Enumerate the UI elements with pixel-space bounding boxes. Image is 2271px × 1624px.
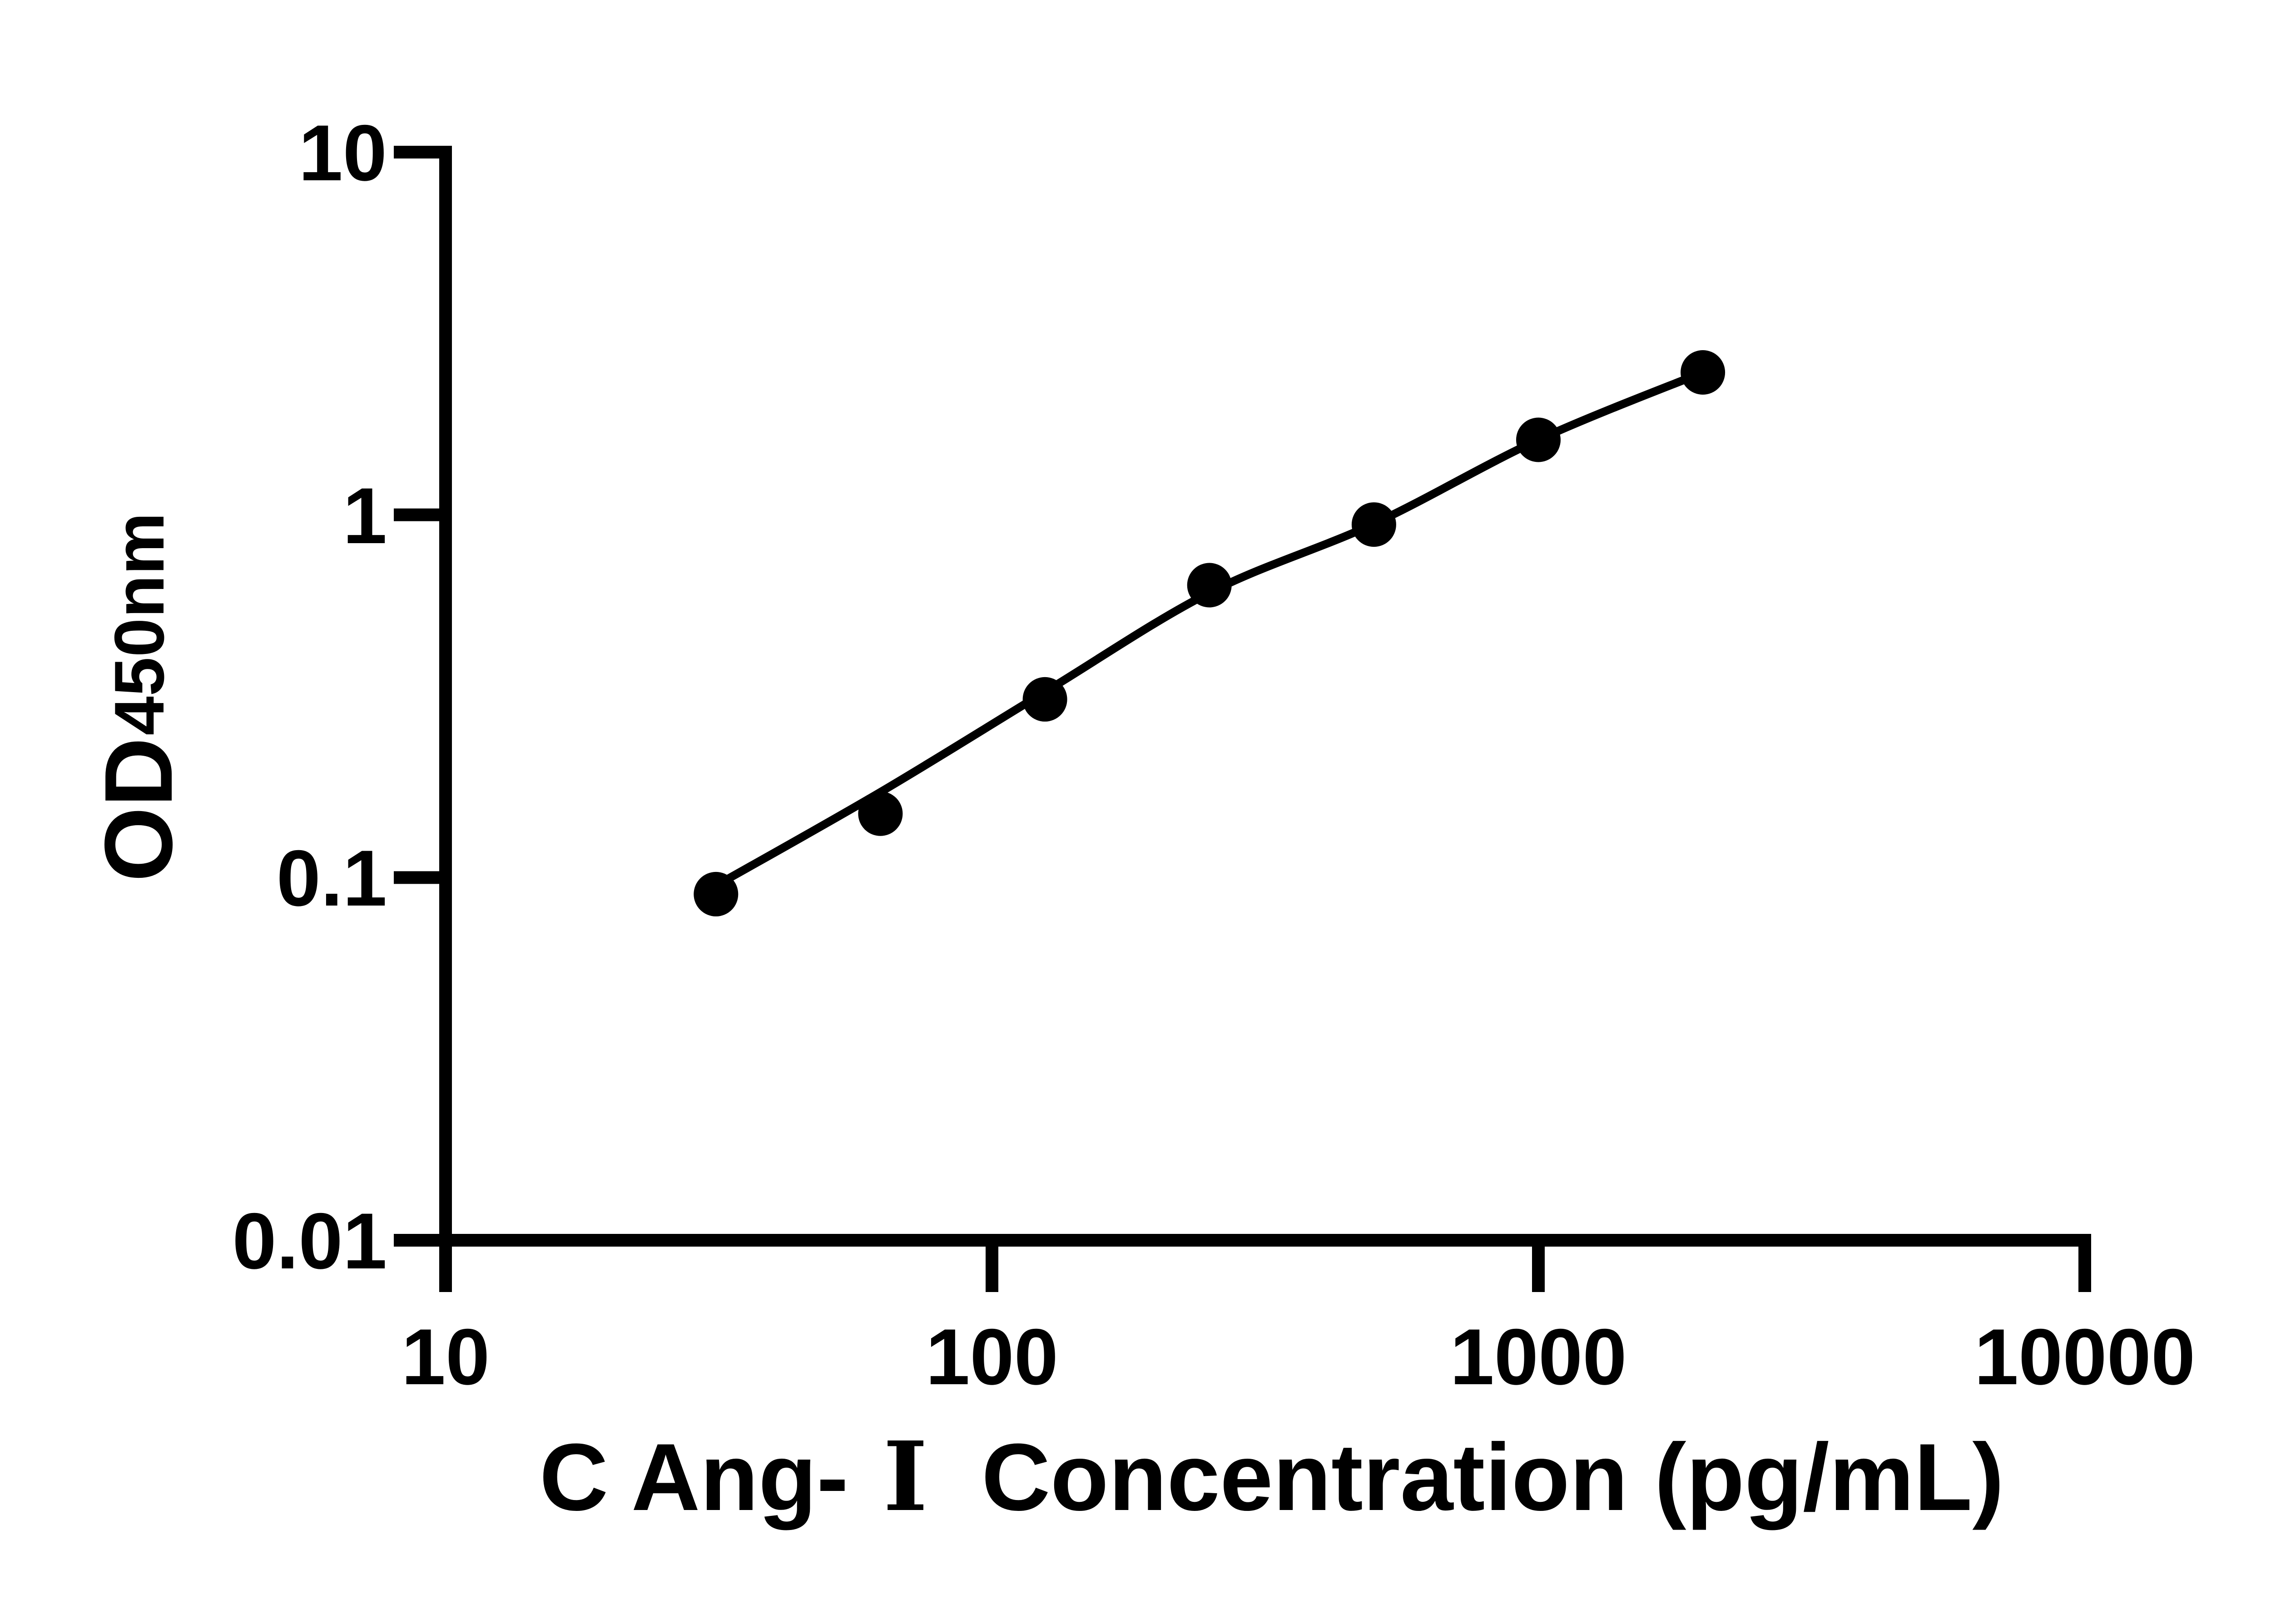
y-axis-title-sub: 450nm [100, 512, 179, 735]
x-tick-label-1000: 1000 [1450, 1313, 1626, 1401]
y-tick-label-0.01: 0.01 [232, 1197, 387, 1286]
data-point-2000pgml [1681, 350, 1726, 395]
text-layer: 10 1 0.1 0.01 10 100 1000 10000 C Ang- Ⅰ… [84, 109, 2195, 1533]
data-point-1000pgml [1516, 417, 1561, 462]
data-point-125pgml [1022, 677, 1067, 722]
x-tick-label-10: 10 [402, 1313, 490, 1401]
x-axis-title-prefix: C Ang- [540, 1424, 848, 1530]
x-tick-label-10000: 10000 [1974, 1313, 2196, 1401]
y-axis-title: OD 450nm [84, 512, 192, 882]
x-tick-label-100: 100 [926, 1313, 1058, 1401]
y-tick-label-0.1: 0.1 [277, 834, 387, 923]
plot-layer [694, 350, 1726, 916]
data-point-31.25pgml [694, 871, 739, 916]
data-point-500pgml [1351, 502, 1396, 547]
x-axis-title-suffix: Concentration (pg/mL) [982, 1424, 2004, 1530]
data-point-250pgml [1187, 563, 1232, 608]
axes-layer [394, 146, 2091, 1292]
x-axis-title-roman-numeral-one: Ⅰ [883, 1421, 927, 1533]
y-tick-label-10: 10 [298, 109, 387, 198]
data-point-62.5pgml [858, 791, 903, 836]
y-axis-title-main: OD [84, 738, 192, 882]
y-tick-label-1: 1 [343, 472, 387, 560]
x-axis-title: C Ang- Ⅰ Concentration (pg/mL) [540, 1421, 2004, 1533]
